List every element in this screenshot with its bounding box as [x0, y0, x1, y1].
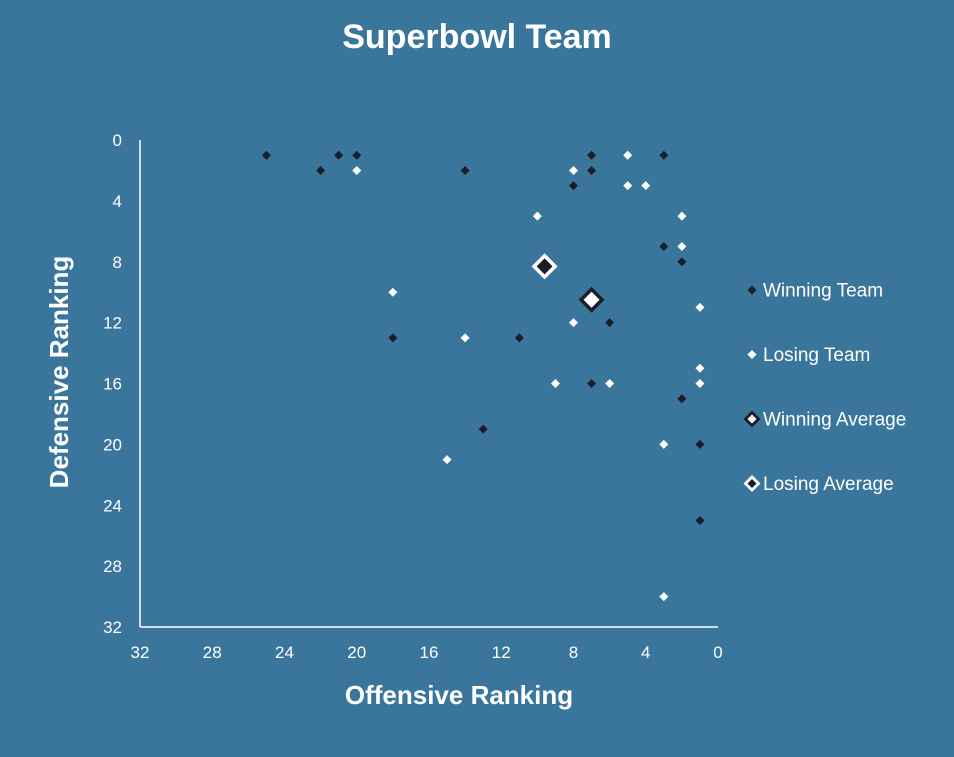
x-tick-label: 12: [492, 643, 511, 662]
data-point: [352, 150, 362, 160]
data-point: [532, 211, 542, 221]
y-axis-title: Defensive Ranking: [44, 256, 74, 489]
data-point: [478, 424, 488, 434]
y-tick-label: 12: [103, 314, 122, 333]
data-point: [677, 257, 687, 267]
data-point: [623, 181, 633, 191]
x-tick-labels: 32 28 24 20 16 12 8 4 0: [131, 643, 723, 662]
y-tick-label: 0: [113, 131, 122, 150]
legend-label: Losing Team: [763, 345, 870, 366]
data-point: [514, 333, 524, 343]
legend-label: Losing Average: [763, 474, 894, 495]
data-point: [659, 242, 669, 252]
legend-marker-inner: [747, 479, 757, 488]
x-tick-label: 16: [420, 643, 439, 662]
data-point: [261, 150, 271, 160]
data-point: [695, 515, 705, 525]
data-point: [677, 242, 687, 252]
data-point: [659, 439, 669, 449]
x-tick-label: 4: [641, 643, 650, 662]
data-point: [587, 150, 597, 160]
data-point: [569, 181, 578, 191]
data-point: [659, 150, 669, 160]
average-point: [583, 291, 600, 308]
x-tick-label: 24: [275, 643, 294, 662]
legend-marker: [747, 350, 757, 359]
legend: Winning Team Losing Team Winning Average Lo…: [743, 281, 906, 495]
chart-title: Superbowl Team: [342, 18, 612, 56]
data-point: [677, 211, 687, 221]
data-point: [587, 165, 597, 175]
data-point: [605, 318, 615, 328]
chart-axes: [139, 140, 718, 628]
y-tick-labels: 0 4 8 12 16 20 24 28 32: [103, 131, 122, 637]
data-point: [334, 150, 344, 160]
x-axis-title: Offensive Ranking: [345, 680, 573, 710]
x-tick-label: 28: [203, 643, 222, 662]
x-tick-label: 32: [131, 643, 150, 662]
y-tick-label: 8: [113, 253, 122, 272]
data-point: [623, 150, 633, 160]
data-point: [316, 165, 326, 175]
y-tick-label: 20: [103, 435, 122, 454]
x-tick-label: 8: [569, 643, 578, 662]
legend-marker-inner: [747, 414, 757, 424]
data-point: [695, 302, 705, 312]
data-point: [388, 287, 398, 297]
average-point: [536, 258, 553, 275]
data-point: [587, 379, 597, 388]
legend-label: Winning Average: [763, 410, 906, 431]
data-point: [460, 333, 470, 343]
data-point: [388, 333, 398, 343]
data-point: [569, 165, 578, 175]
data-point: [659, 592, 669, 602]
data-point: [695, 439, 705, 449]
data-points: [261, 150, 705, 602]
data-point: [695, 379, 705, 388]
data-point: [677, 394, 687, 404]
data-point: [352, 165, 362, 175]
data-point: [442, 455, 452, 465]
data-point: [695, 363, 705, 373]
data-point: [641, 181, 651, 191]
y-tick-label: 32: [103, 618, 122, 637]
legend-label: Winning Team: [763, 281, 883, 302]
data-point: [569, 318, 578, 328]
data-point: [460, 165, 470, 175]
x-tick-label: 0: [713, 643, 722, 662]
y-tick-label: 16: [103, 375, 122, 394]
x-tick-label: 20: [347, 643, 366, 662]
data-point: [550, 379, 560, 388]
y-tick-label: 4: [113, 192, 122, 211]
legend-marker: [747, 285, 757, 295]
y-tick-label: 24: [103, 496, 122, 515]
y-tick-label: 28: [103, 557, 122, 576]
data-point: [605, 379, 615, 388]
